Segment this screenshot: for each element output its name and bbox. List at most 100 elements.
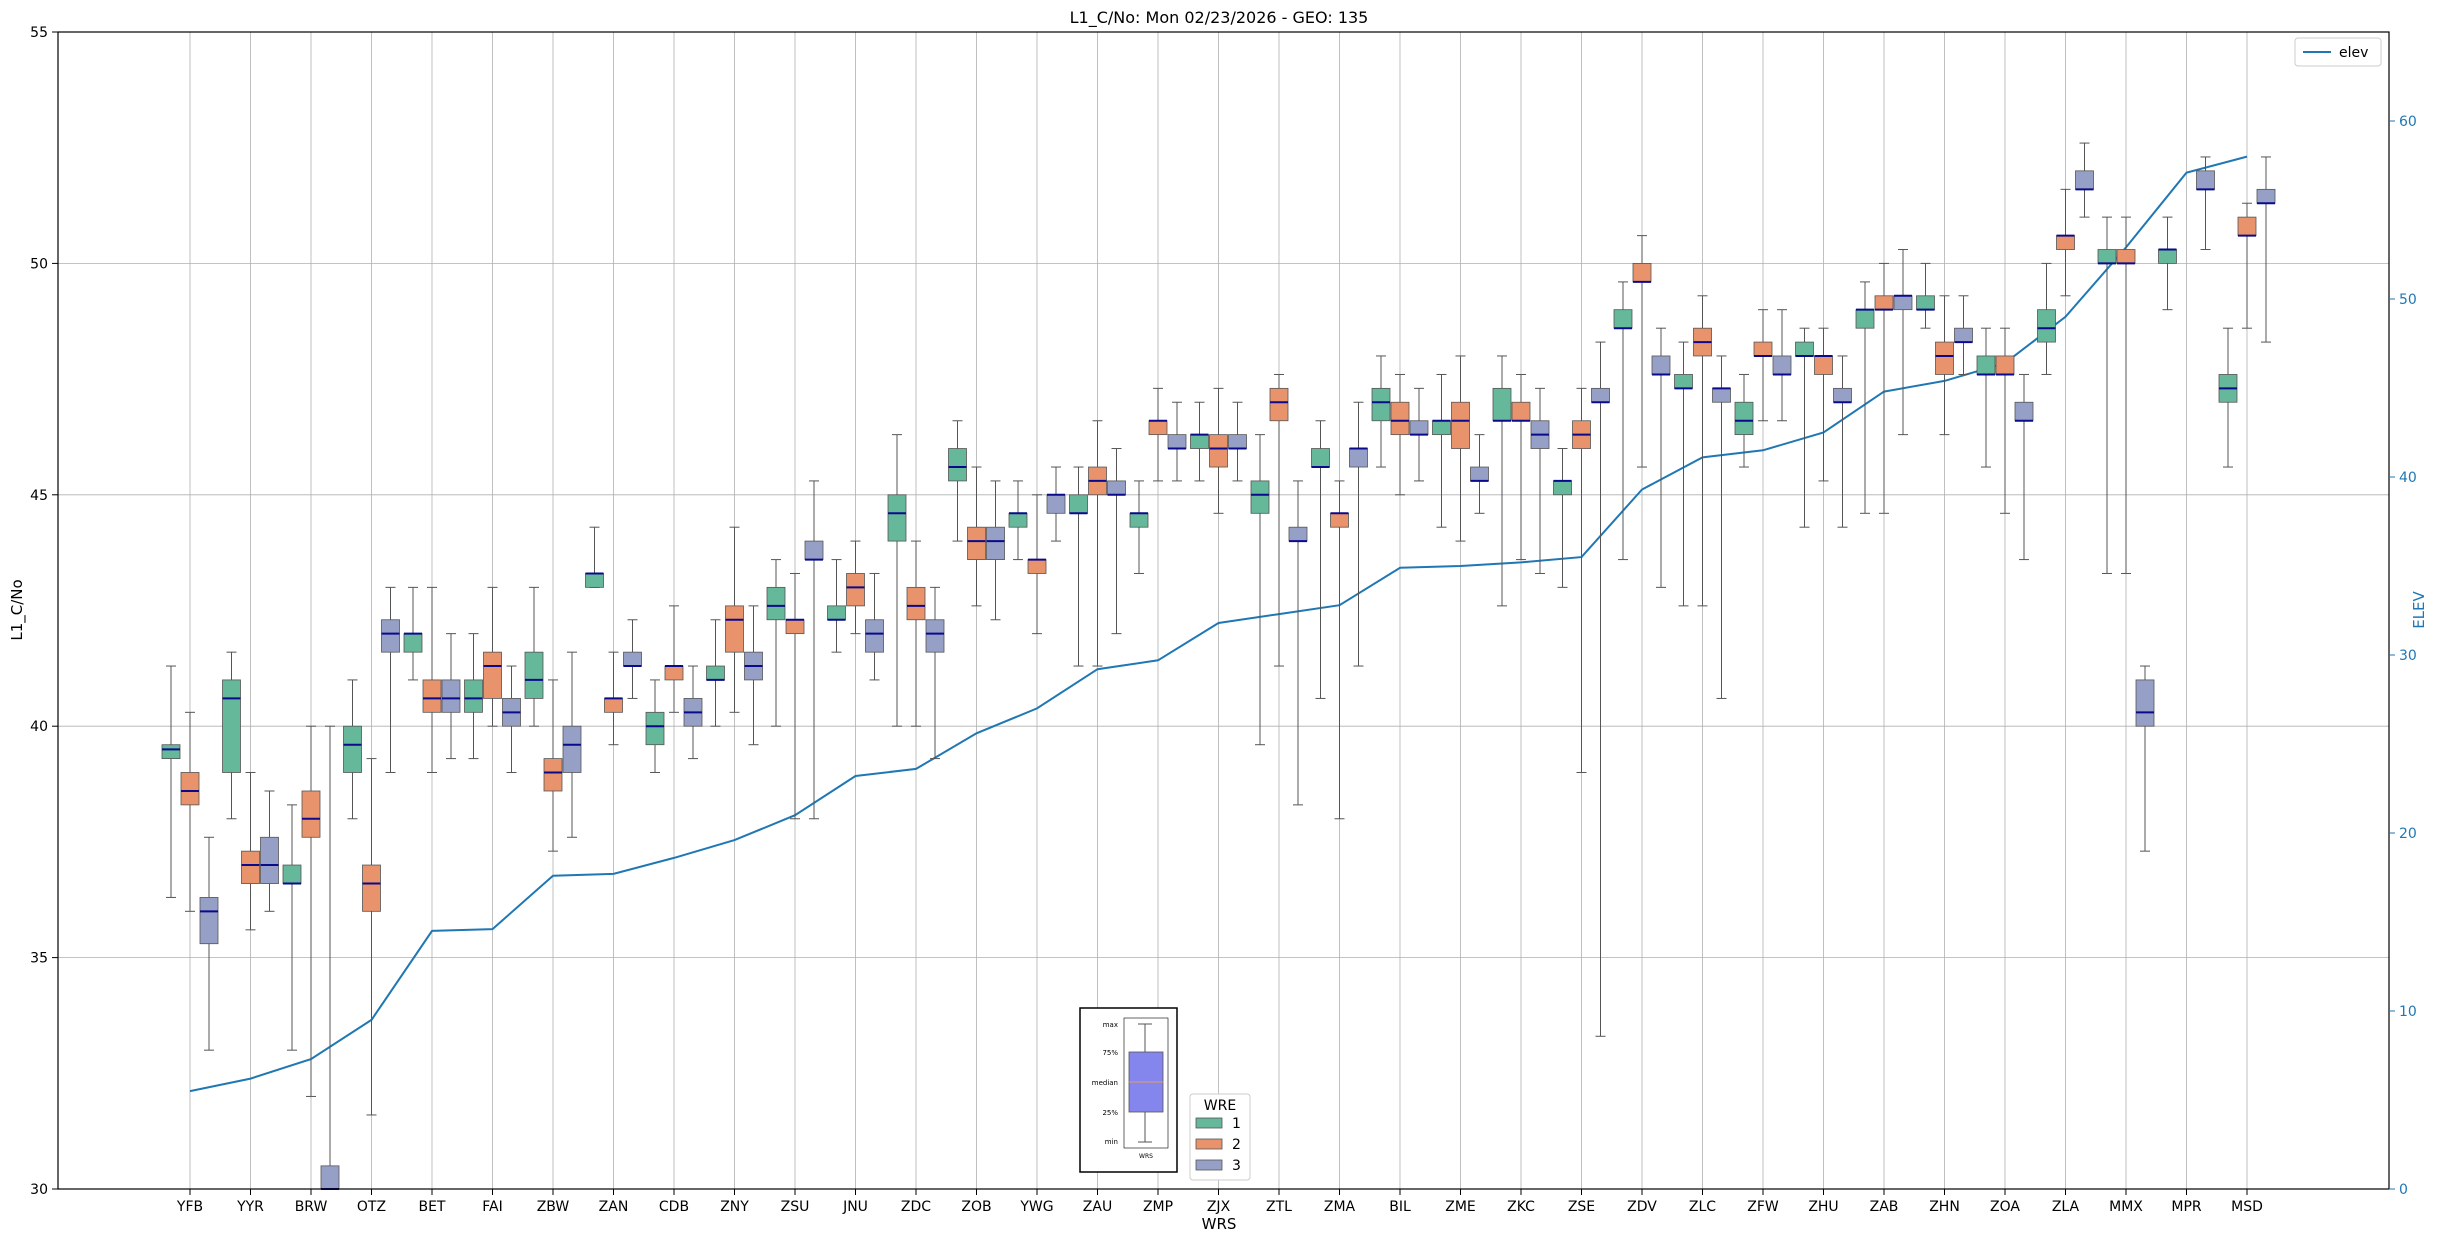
- box-iqr: [1492, 387, 1512, 422]
- box-wre3-zsu: [804, 480, 824, 820]
- y-axis-left: 30 35 40 45 50 55: [30, 25, 58, 1198]
- x-tick-label: MSD: [2231, 1199, 2263, 1215]
- box-wre2-zla: [2056, 188, 2075, 297]
- elevation-series: [189, 155, 2248, 1093]
- box-wre1-bet: [403, 586, 423, 681]
- x-tick-label: BIL: [1389, 1199, 1411, 1215]
- box-wre3-zkc: [1530, 387, 1550, 574]
- wre-legend-swatch-2: [1195, 1138, 1223, 1150]
- box-iqr: [543, 758, 563, 792]
- box-wre2-zdc: [906, 540, 926, 727]
- box-wre1-yyr: [222, 651, 241, 820]
- box-iqr: [1046, 494, 1066, 514]
- y-axis-right: 0 10 20 30 40 50 60: [2389, 114, 2417, 1198]
- box-iqr: [483, 651, 502, 699]
- box-iqr: [241, 850, 260, 884]
- box-iqr: [1795, 341, 1814, 357]
- x-tick-label: ZBW: [537, 1199, 570, 1215]
- box-iqr: [1935, 341, 1954, 375]
- y-tick-label: 40: [30, 719, 48, 735]
- box-wre2-zma: [1330, 480, 1349, 820]
- box-iqr: [1432, 420, 1451, 436]
- y-tick-label: 35: [30, 951, 48, 967]
- box-iqr: [846, 573, 865, 607]
- box-wre2-ztl: [1269, 373, 1289, 667]
- x-axis: YFB YYR BRW OTZ BET FAI ZBW ZAN CDB ZNY ZSU JNU ZDC Z…: [176, 1189, 2263, 1215]
- box-key-label-min: min: [1105, 1138, 1118, 1146]
- box-wre3-zme: [1470, 434, 1489, 514]
- box-iqr: [1954, 327, 1973, 343]
- box-wre3-yfb: [199, 836, 219, 1051]
- box-iqr: [1753, 341, 1773, 357]
- box-wre3-zan: [623, 619, 642, 699]
- box-wre2-yfb: [180, 711, 200, 912]
- elev-legend: elev: [2294, 37, 2382, 67]
- box-iqr: [1107, 480, 1126, 496]
- x-tick-label: ZDC: [901, 1199, 931, 1215]
- box-iqr: [1651, 355, 1671, 375]
- box-iqr: [1674, 374, 1693, 389]
- box-wre1-zoa: [1976, 327, 1996, 468]
- box-iqr: [222, 679, 241, 773]
- box-wre3-zny: [744, 605, 763, 746]
- y2-tick-label: 60: [2399, 114, 2417, 130]
- box-wre3-jnu: [865, 572, 884, 681]
- box-iqr: [403, 633, 423, 653]
- box-iqr: [706, 665, 725, 681]
- box-iqr: [766, 586, 786, 621]
- x-tick-label: MMX: [2109, 1199, 2143, 1215]
- box-iqr: [664, 665, 684, 681]
- x-tick-label: YWG: [1019, 1199, 1053, 1215]
- box-wre1-zmp: [1129, 480, 1149, 574]
- box-iqr: [1874, 295, 1894, 311]
- y2-tick-label: 20: [2399, 826, 2417, 842]
- x-tick-label: ZSU: [781, 1199, 810, 1215]
- y2-axis-label: ELEV: [2410, 590, 2428, 628]
- box-iqr: [645, 711, 665, 746]
- y2-tick-label: 0: [2399, 1182, 2408, 1198]
- box-iqr: [948, 448, 967, 482]
- box-wre2-mmx: [2116, 216, 2136, 574]
- y-tick-label: 55: [30, 25, 48, 41]
- box-key-xlabel: WRS: [1139, 1153, 1153, 1160]
- wre-legend-swatch-1: [1195, 1117, 1223, 1129]
- x-tick-label: ZHN: [1929, 1199, 1960, 1215]
- box-wre2-yyr: [241, 771, 260, 931]
- box-wre1-zme: [1432, 373, 1451, 528]
- x-tick-label: JNU: [842, 1199, 868, 1215]
- box-iqr: [887, 494, 907, 542]
- box-wre2-zfw: [1753, 309, 1773, 422]
- box-iqr: [1069, 494, 1088, 514]
- box-wre2-zjx: [1209, 387, 1228, 514]
- elevation-line: [189, 155, 2248, 1093]
- box-series: [161, 142, 2276, 1190]
- box-wre3-fai: [502, 665, 521, 773]
- box-iqr: [1916, 295, 1935, 311]
- box-wre2-zhn: [1935, 295, 1954, 436]
- box-wre3-zma: [1349, 401, 1368, 667]
- x-tick-label: BRW: [295, 1199, 328, 1215]
- box-iqr: [1167, 434, 1187, 449]
- box-wre2-cdb: [664, 605, 684, 713]
- box-iqr: [2014, 401, 2034, 422]
- box-wre2-bet: [422, 586, 442, 773]
- box-wre3-zjx: [1228, 401, 1247, 482]
- box-wre3-bil: [1409, 387, 1429, 482]
- box-wre1-zau: [1069, 466, 1088, 667]
- box-wre3-msd: [2256, 156, 2276, 343]
- box-iqr: [1008, 512, 1028, 528]
- box-iqr: [562, 725, 582, 773]
- box-key-inner-frame: [1123, 1017, 1169, 1149]
- box-wre1-brw: [282, 804, 302, 1051]
- y2-tick-label: 10: [2399, 1004, 2417, 1020]
- x-tick-label: CDB: [659, 1199, 689, 1215]
- box-iqr: [1995, 355, 2015, 375]
- y-tick-label: 30: [30, 1182, 48, 1198]
- box-iqr: [1190, 434, 1209, 449]
- box-wre1-zsu: [766, 559, 786, 727]
- box-wre1-otz: [343, 679, 362, 820]
- x-tick-label: ZKC: [1507, 1199, 1535, 1215]
- box-wre2-ywg: [1027, 494, 1047, 635]
- x-tick-label: ZDV: [1627, 1199, 1657, 1215]
